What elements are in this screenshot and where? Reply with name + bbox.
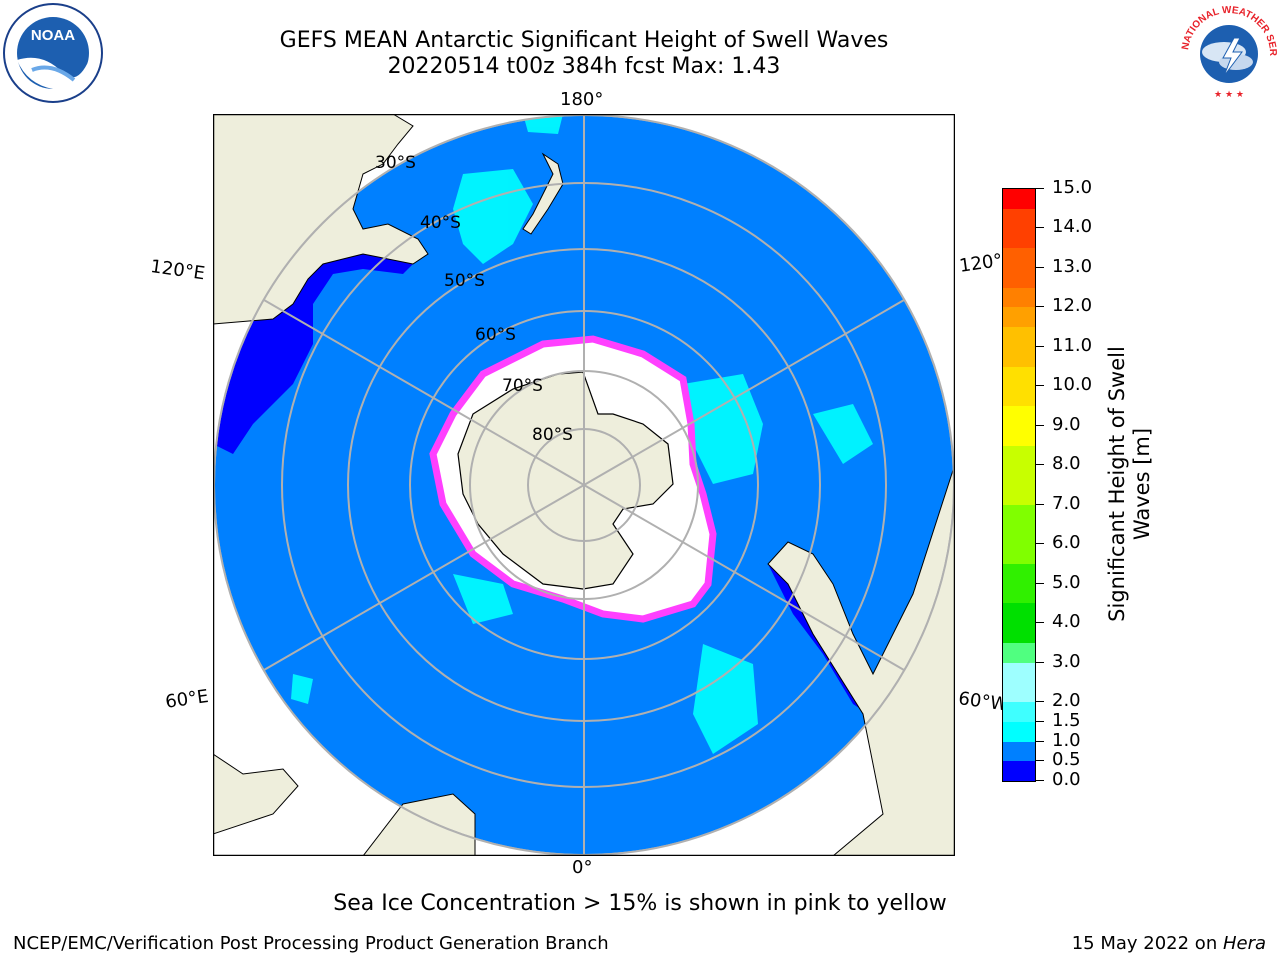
colorbar-tick	[1036, 424, 1044, 426]
lat-label: 60°S	[475, 325, 516, 345]
colorbar-tick-label: 2.0	[1052, 690, 1081, 712]
lat-label: 40°S	[420, 213, 461, 233]
colorbar-tick-label: 1.0	[1052, 729, 1081, 751]
antarctica	[457, 371, 674, 590]
colorbar-tick	[1036, 266, 1044, 268]
colorbar-tick-label: 0.5	[1052, 749, 1081, 771]
colorbar-segment	[1003, 287, 1035, 308]
swell-height-map: 30°S 40°S 50°S 60°S 70°S 80°S	[213, 114, 955, 856]
colorbar-tick	[1036, 306, 1044, 308]
colorbar-tick	[1036, 345, 1044, 347]
colorbar-segment	[1003, 445, 1035, 505]
colorbar-tick	[1036, 661, 1044, 663]
colorbar-segment	[1003, 504, 1035, 564]
colorbar-tick	[1036, 543, 1044, 545]
colorbar-segment	[1003, 189, 1035, 209]
colorbar-tick-label: 1.5	[1052, 709, 1081, 731]
lon-label-60e: 60°E	[164, 685, 210, 713]
colorbar-tick-label: 5.0	[1052, 571, 1081, 593]
footer-credit: NCEP/EMC/Verification Post Processing Pr…	[13, 933, 609, 954]
colorbar-tick-label: 8.0	[1052, 453, 1081, 475]
colorbar-tick-label: 3.0	[1052, 650, 1081, 672]
colorbar-segment	[1003, 208, 1035, 249]
nws-logo: NATIONAL WEATHER SERVICE ★ ★ ★	[1178, 2, 1278, 100]
colorbar-segment	[1003, 642, 1035, 663]
colorbar-tick	[1036, 740, 1044, 742]
colorbar-segment	[1003, 406, 1035, 446]
colorbar-segment	[1003, 662, 1035, 703]
colorbar-tick-label: 12.0	[1052, 295, 1093, 317]
colorbar-segment	[1003, 721, 1035, 742]
lat-label: 80°S	[532, 425, 573, 445]
lat-label: 70°S	[502, 376, 543, 396]
colorbar-tick	[1036, 464, 1044, 466]
colorbar-tick	[1036, 503, 1044, 505]
lon-label-0: 0°	[572, 857, 593, 878]
colorbar-tick-label: 9.0	[1052, 413, 1081, 435]
chart-title: GEFS MEAN Antarctic Significant Height o…	[279, 28, 889, 53]
colorbar-tick	[1036, 760, 1044, 762]
colorbar-tick-label: 0.0	[1052, 769, 1081, 790]
svg-text:★ ★ ★: ★ ★ ★	[1214, 90, 1244, 100]
colorbar-tick-label: 6.0	[1052, 532, 1081, 554]
colorbar-tick	[1036, 622, 1044, 624]
colorbar-tick	[1036, 720, 1044, 722]
graticule	[214, 115, 954, 855]
moderate-swell-areas	[291, 115, 873, 754]
colorbar-segment	[1003, 702, 1035, 722]
colorbar-segment	[1003, 761, 1035, 781]
colorbar-tick	[1036, 780, 1044, 781]
footer-date: 15 May 2022 on Hera	[1072, 933, 1266, 954]
colorbar-tick-label: 4.0	[1052, 611, 1081, 633]
noaa-logo: NOAA	[3, 3, 103, 103]
colorbar-tick	[1036, 188, 1044, 189]
colorbar-tick-label: 11.0	[1052, 334, 1093, 356]
colorbar-segment	[1003, 366, 1035, 407]
lat-label: 50°S	[444, 271, 485, 291]
lon-label-120e: 120°E	[149, 256, 207, 285]
colorbar-tick	[1036, 227, 1044, 229]
map-frame	[213, 114, 955, 856]
colorbar-segment	[1003, 248, 1035, 288]
footer-host: Hera	[1222, 933, 1266, 954]
colorbar-tick-label: 14.0	[1052, 216, 1093, 238]
noaa-logo-text: NOAA	[31, 27, 75, 44]
lat-label: 30°S	[375, 153, 416, 173]
colorbar-tick-label: 13.0	[1052, 255, 1093, 277]
colorbar-segment	[1003, 563, 1035, 604]
colorbar-title: Significant Height of Swell Waves [m]	[1105, 346, 1154, 622]
colorbar-segment	[1003, 603, 1035, 643]
colorbar-segment	[1003, 741, 1035, 762]
colorbar-segment	[1003, 307, 1035, 328]
sea-ice-note: Sea Ice Concentration > 15% is shown in …	[333, 891, 947, 916]
colorbar-tick	[1036, 582, 1044, 584]
lon-label-180: 180°	[560, 89, 604, 110]
colorbar-tick	[1036, 385, 1044, 387]
colorbar-tick-label: 15.0	[1052, 177, 1093, 198]
colorbar-tick	[1036, 701, 1044, 703]
chart-subtitle: 20220514 t00z 384h fcst Max: 1.43	[387, 54, 781, 79]
footer-date-text: 15 May 2022 on	[1071, 933, 1223, 954]
colorbar-tick-label: 7.0	[1052, 492, 1081, 514]
colorbar-segment	[1003, 327, 1035, 367]
colorbar-tick-label: 10.0	[1052, 374, 1093, 396]
colorbar	[1002, 188, 1036, 782]
